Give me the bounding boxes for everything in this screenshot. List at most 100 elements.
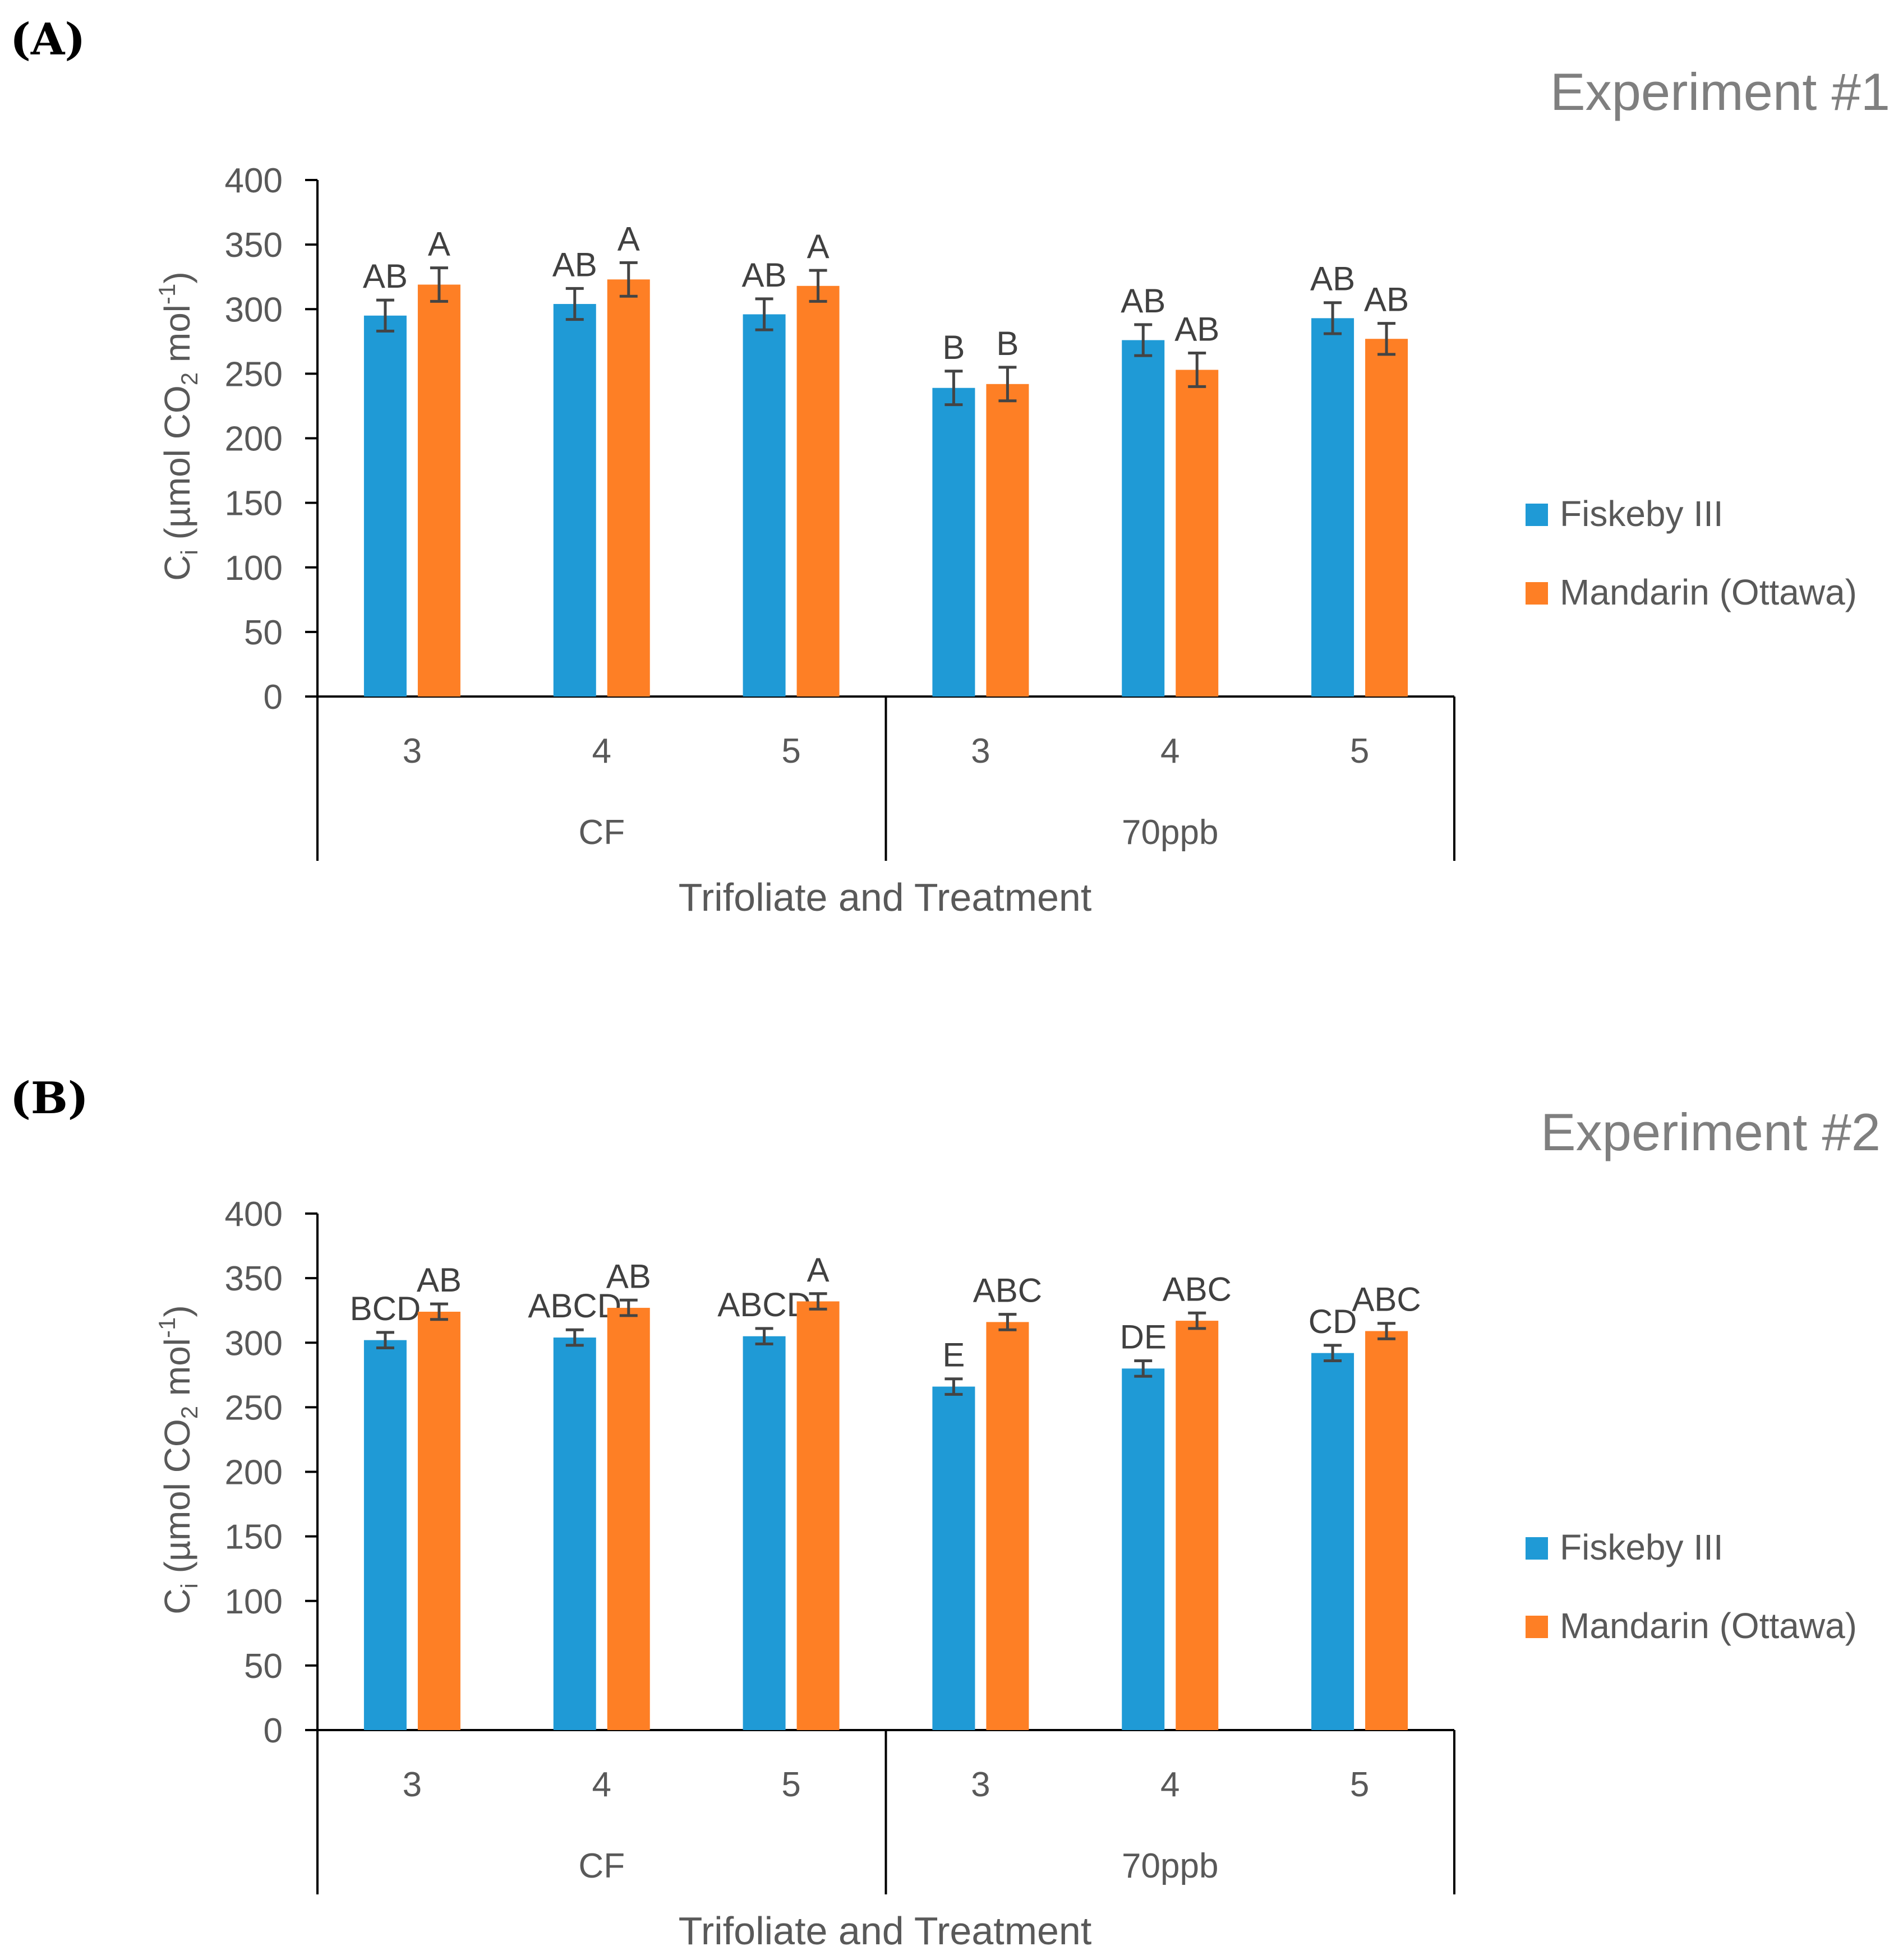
significance-label: ABCD xyxy=(528,1287,621,1325)
bar xyxy=(743,1336,786,1730)
significance-label: A xyxy=(807,1251,830,1289)
bar xyxy=(743,314,786,697)
significance-label: AB xyxy=(1174,311,1219,348)
bar xyxy=(1311,1353,1354,1730)
bar xyxy=(417,1311,460,1730)
significance-label: AB xyxy=(363,257,408,295)
x-axis-title: Trifoliate and Treatment xyxy=(679,1909,1092,1953)
group-label: CF xyxy=(578,813,625,852)
x-tick-label: 5 xyxy=(1350,1765,1369,1804)
bar xyxy=(417,284,460,697)
group-label: CF xyxy=(578,1847,625,1885)
y-tick-label: 100 xyxy=(225,1583,283,1621)
x-tick-label: 3 xyxy=(971,732,990,771)
bar xyxy=(986,384,1029,697)
bar xyxy=(363,315,407,697)
y-tick-label: 400 xyxy=(225,162,283,200)
bar xyxy=(1176,370,1219,697)
x-tick-label: 4 xyxy=(1160,732,1179,771)
x-tick-label: 4 xyxy=(592,732,611,771)
legend-swatch-mandarin xyxy=(1526,582,1548,605)
y-tick-label: 0 xyxy=(264,1712,283,1750)
significance-label: CD xyxy=(1308,1303,1357,1340)
bar xyxy=(553,1338,596,1730)
significance-label: A xyxy=(428,225,450,263)
y-tick-label: 300 xyxy=(225,290,283,329)
bar xyxy=(363,1340,407,1730)
significance-label: B xyxy=(942,329,965,366)
bar xyxy=(1176,1321,1219,1730)
bar xyxy=(796,285,840,697)
group-label: 70ppb xyxy=(1122,813,1218,852)
panel-letter: (B) xyxy=(10,1073,89,1124)
significance-label: AB xyxy=(417,1261,462,1299)
x-tick-label: 5 xyxy=(1350,732,1369,771)
significance-label: AB xyxy=(1364,281,1409,319)
y-tick-label: 200 xyxy=(225,1454,283,1492)
plot-area: 0 50 100 150 200 250 300 350 400 3 4 5 3 4 5 CF 70ppb BCD… xyxy=(225,1195,1455,1894)
significance-label: E xyxy=(942,1336,965,1374)
panel-b: (B) Experiment #2 Ci (µmol CO2 mol-1) Tr… xyxy=(10,1073,1881,1953)
chart-title: Experiment #2 xyxy=(1541,1103,1881,1161)
significance-label: A xyxy=(807,228,830,265)
significance-label: B xyxy=(996,325,1019,362)
legend-label-fiskeby: Fiskeby III xyxy=(1560,1527,1724,1567)
y-tick-label: 250 xyxy=(225,355,283,394)
chart-title: Experiment #1 xyxy=(1550,62,1890,121)
bar xyxy=(1365,339,1408,697)
bar xyxy=(796,1301,840,1730)
legend-swatch-mandarin xyxy=(1526,1616,1548,1638)
significance-label: AB xyxy=(1310,260,1355,298)
x-tick-label: 5 xyxy=(781,1765,800,1804)
y-tick-label: 50 xyxy=(244,1647,283,1686)
bar xyxy=(1365,1331,1408,1730)
y-axis-title: Ci (µmol CO2 mol-1) xyxy=(154,1305,202,1614)
panel-a: (A) Experiment #1 Ci (µmol CO2 mol-1) Tr… xyxy=(10,14,1890,919)
legend: Fiskeby III Mandarin (Ottawa) xyxy=(1526,1527,1857,1646)
y-tick-label: 400 xyxy=(225,1195,283,1234)
legend: Fiskeby III Mandarin (Ottawa) xyxy=(1526,494,1857,612)
significance-label: ABC xyxy=(973,1272,1042,1309)
group-label: 70ppb xyxy=(1122,1847,1218,1885)
y-tick-label: 100 xyxy=(225,549,283,588)
bar xyxy=(1122,340,1165,697)
x-tick-label: 3 xyxy=(403,732,422,771)
significance-label: BCD xyxy=(350,1290,421,1327)
x-tick-label: 3 xyxy=(971,1765,990,1804)
significance-label: A xyxy=(618,220,640,257)
x-axis-title: Trifoliate and Treatment xyxy=(679,875,1092,919)
panel-letter: (A) xyxy=(10,14,85,65)
significance-label: AB xyxy=(552,246,597,283)
bar xyxy=(986,1322,1029,1730)
bar xyxy=(607,279,650,697)
significance-label: ABCD xyxy=(717,1286,811,1323)
y-axis-title: Ci (µmol CO2 mol-1) xyxy=(154,271,202,580)
y-tick-label: 250 xyxy=(225,1389,283,1427)
y-tick-label: 300 xyxy=(225,1324,283,1363)
x-tick-label: 5 xyxy=(781,732,800,771)
significance-label: AB xyxy=(1121,282,1165,320)
y-tick-label: 350 xyxy=(225,1260,283,1298)
x-tick-label: 4 xyxy=(592,1765,611,1804)
x-tick-label: 4 xyxy=(1160,1765,1179,1804)
significance-label: ABC xyxy=(1352,1281,1421,1318)
bar xyxy=(932,388,975,697)
bar xyxy=(1122,1368,1165,1730)
significance-label: ABC xyxy=(1163,1270,1232,1308)
legend-label-fiskeby: Fiskeby III xyxy=(1560,494,1724,534)
y-tick-label: 150 xyxy=(225,485,283,523)
significance-label: AB xyxy=(742,256,787,294)
bar xyxy=(607,1308,650,1730)
bar xyxy=(932,1386,975,1730)
y-tick-label: 50 xyxy=(244,614,283,652)
legend-swatch-fiskeby xyxy=(1526,504,1548,526)
legend-label-mandarin: Mandarin (Ottawa) xyxy=(1560,572,1857,612)
significance-label: DE xyxy=(1120,1318,1167,1355)
y-tick-label: 150 xyxy=(225,1518,283,1557)
significance-label: AB xyxy=(606,1257,651,1295)
legend-swatch-fiskeby xyxy=(1526,1537,1548,1560)
legend-label-mandarin: Mandarin (Ottawa) xyxy=(1560,1606,1857,1646)
y-tick-label: 350 xyxy=(225,226,283,265)
